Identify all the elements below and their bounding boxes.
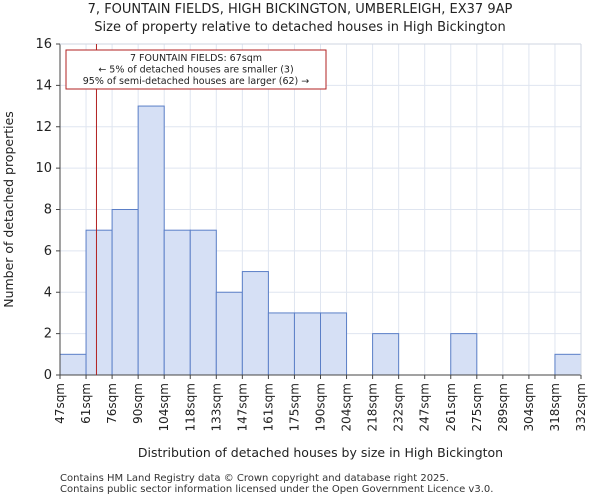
histogram-bar	[189, 229, 217, 376]
x-tick-label: 175sqm	[287, 383, 301, 431]
annotation-text: ← 5% of detached houses are smaller (3)	[98, 65, 293, 76]
y-tick-label: 14	[35, 78, 52, 93]
footer-licence: Contains public sector information licen…	[60, 484, 494, 495]
x-tick-label: 61sqm	[79, 383, 93, 424]
histogram-chart: 0 2 4 6 8 10 12 14 16 47sqm 61sqm 76sqm 90sqm 104sqm 1…	[1, 37, 588, 460]
histogram-bar	[85, 229, 113, 376]
y-tick-label: 12	[35, 120, 52, 135]
histogram-bar	[163, 229, 191, 376]
histogram-bar	[450, 333, 478, 376]
histogram-bar	[215, 291, 243, 376]
x-tick-label: 247sqm	[418, 383, 432, 431]
x-tick-label: 318sqm	[548, 383, 562, 431]
x-tick-label: 232sqm	[392, 383, 406, 431]
x-tick-label: 304sqm	[522, 383, 536, 431]
x-tick-label: 275sqm	[470, 383, 484, 431]
annotation-box	[65, 49, 327, 90]
x-tick-label: 47sqm	[53, 383, 67, 424]
x-tick-label: 104sqm	[157, 383, 171, 431]
y-tick-label: 6	[44, 244, 52, 259]
annotation-text: 95% of semi-detached houses are larger (…	[83, 76, 310, 87]
histogram-bar	[137, 105, 165, 376]
x-tick-label: 289sqm	[496, 383, 510, 431]
y-tick-label: 10	[35, 161, 52, 176]
x-tick-label: 118sqm	[183, 383, 197, 431]
x-tick-label: 133sqm	[209, 383, 223, 431]
x-tick-label: 90sqm	[131, 383, 145, 424]
y-tick-label: 0	[44, 368, 52, 383]
x-tick-label: 332sqm	[574, 383, 588, 431]
x-tick-label: 218sqm	[366, 383, 380, 431]
x-tick-label: 261sqm	[444, 383, 458, 431]
histogram-bar	[320, 312, 348, 376]
histogram-bar	[241, 271, 269, 376]
histogram-bar	[372, 333, 400, 376]
y-tick-label: 4	[44, 285, 52, 300]
x-tick-label: 161sqm	[261, 383, 275, 431]
x-tick-label: 204sqm	[340, 383, 354, 431]
histogram-bar	[111, 209, 139, 376]
histogram-bar	[554, 353, 582, 376]
histogram-bar	[293, 312, 322, 376]
y-tick-label: 8	[44, 203, 52, 218]
annotation-text: 7 FOUNTAIN FIELDS: 67sqm	[130, 53, 262, 64]
chart-subtitle: Size of property relative to detached ho…	[94, 20, 506, 35]
footer-copyright: Contains HM Land Registry data © Crown c…	[60, 473, 449, 484]
histogram-bar	[267, 312, 295, 376]
chart-title: 7, FOUNTAIN FIELDS, HIGH BICKINGTON, UMB…	[87, 2, 513, 17]
y-tick-label: 2	[44, 327, 52, 342]
x-tick-label: 147sqm	[235, 383, 249, 431]
histogram-bar	[59, 353, 87, 376]
x-tick-label: 190sqm	[314, 383, 328, 431]
y-tick-label: 16	[35, 37, 52, 52]
x-tick-label: 76sqm	[105, 383, 119, 424]
x-axis-label: Distribution of detached houses by size …	[138, 445, 503, 460]
y-axis-label: Number of detached properties	[1, 111, 16, 308]
